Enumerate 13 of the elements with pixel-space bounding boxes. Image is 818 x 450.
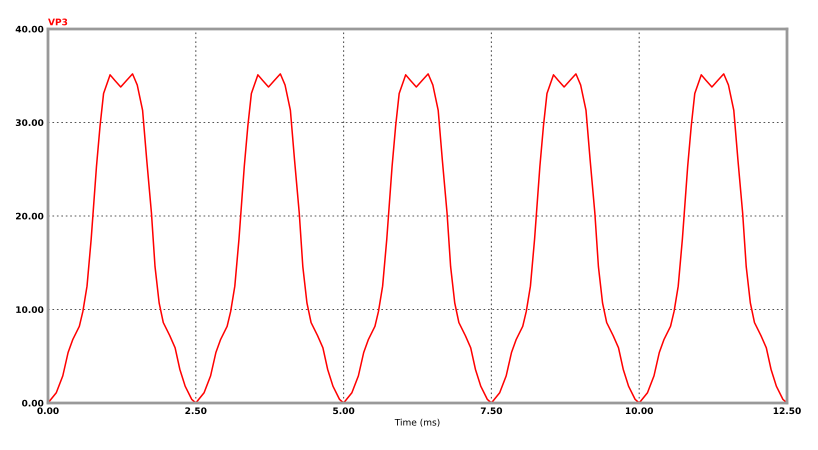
y-tick-label: 30.00 <box>16 119 44 126</box>
y-tick-label: 0.00 <box>22 400 44 407</box>
y-tick-label: 10.00 <box>16 306 44 314</box>
x-tick-label: 12.50 <box>774 407 801 414</box>
x-axis-title: Time (ms) <box>394 418 440 427</box>
x-tick-label: 7.50 <box>480 407 502 414</box>
x-tick-label: 10.00 <box>626 407 654 414</box>
x-tick-label: 0.00 <box>37 407 59 414</box>
x-tick-label: 2.50 <box>185 407 207 414</box>
y-tick-label: 40.00 <box>16 26 44 33</box>
y-tick-label: 20.00 <box>16 212 44 220</box>
x-tick-label: 5.00 <box>333 407 354 414</box>
text: VP3 <box>48 18 68 26</box>
